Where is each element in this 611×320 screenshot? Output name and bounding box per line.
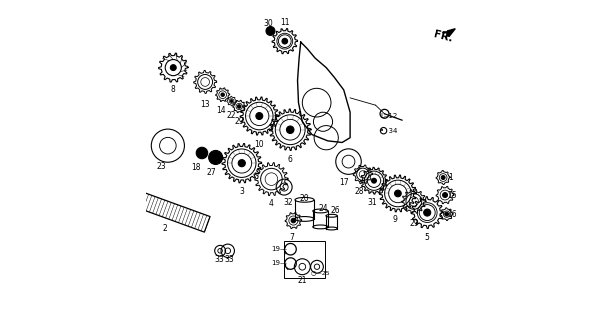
Circle shape [266,27,275,36]
Text: 8: 8 [171,85,175,94]
Text: 20: 20 [300,194,309,204]
Text: 11: 11 [280,19,290,28]
Circle shape [445,212,448,216]
Text: ○—25: ○—25 [310,270,331,275]
Text: 28: 28 [354,188,364,196]
Text: 13: 13 [200,100,210,109]
Text: 16: 16 [447,210,457,219]
Text: 5: 5 [425,233,430,242]
Circle shape [441,176,445,180]
Text: 9: 9 [393,215,398,224]
Text: 19—: 19— [271,260,287,266]
Text: 15: 15 [447,191,457,200]
Polygon shape [447,29,455,37]
Text: 18: 18 [191,163,200,172]
Text: FR.: FR. [433,29,454,44]
Text: 24: 24 [318,204,328,213]
Text: 30: 30 [263,19,273,28]
Circle shape [221,93,224,96]
Circle shape [256,113,263,119]
Text: 7: 7 [289,233,294,242]
Circle shape [282,38,288,44]
Circle shape [395,190,401,197]
Circle shape [196,147,208,159]
Circle shape [208,150,222,164]
Circle shape [442,193,447,197]
Text: 6: 6 [288,155,293,164]
Text: 33: 33 [214,255,224,264]
Text: 17: 17 [339,178,348,187]
Text: 32: 32 [283,197,293,206]
Text: 31: 31 [368,197,377,206]
Text: 19—: 19— [271,245,287,252]
Text: 26: 26 [331,206,340,215]
Text: 3: 3 [240,188,244,196]
Text: 23: 23 [156,162,166,171]
Circle shape [230,100,233,102]
Text: 4: 4 [269,199,274,208]
Text: 2: 2 [163,224,167,233]
Text: 33: 33 [224,255,234,264]
Circle shape [238,105,241,108]
Circle shape [238,160,246,167]
Text: 29: 29 [409,219,419,228]
Text: 14: 14 [216,106,226,115]
Text: 1: 1 [448,173,453,182]
Circle shape [170,65,176,70]
Text: 29: 29 [235,117,244,126]
Text: L‒12: L‒12 [381,113,398,119]
Text: •  34: • 34 [380,128,398,134]
Text: 10: 10 [255,140,264,149]
Circle shape [423,209,431,216]
Bar [284,241,325,278]
Circle shape [291,218,296,223]
Text: 21: 21 [298,276,307,285]
Circle shape [371,178,376,183]
Circle shape [287,126,294,133]
Text: 27: 27 [207,168,216,177]
Text: 22: 22 [227,111,236,120]
